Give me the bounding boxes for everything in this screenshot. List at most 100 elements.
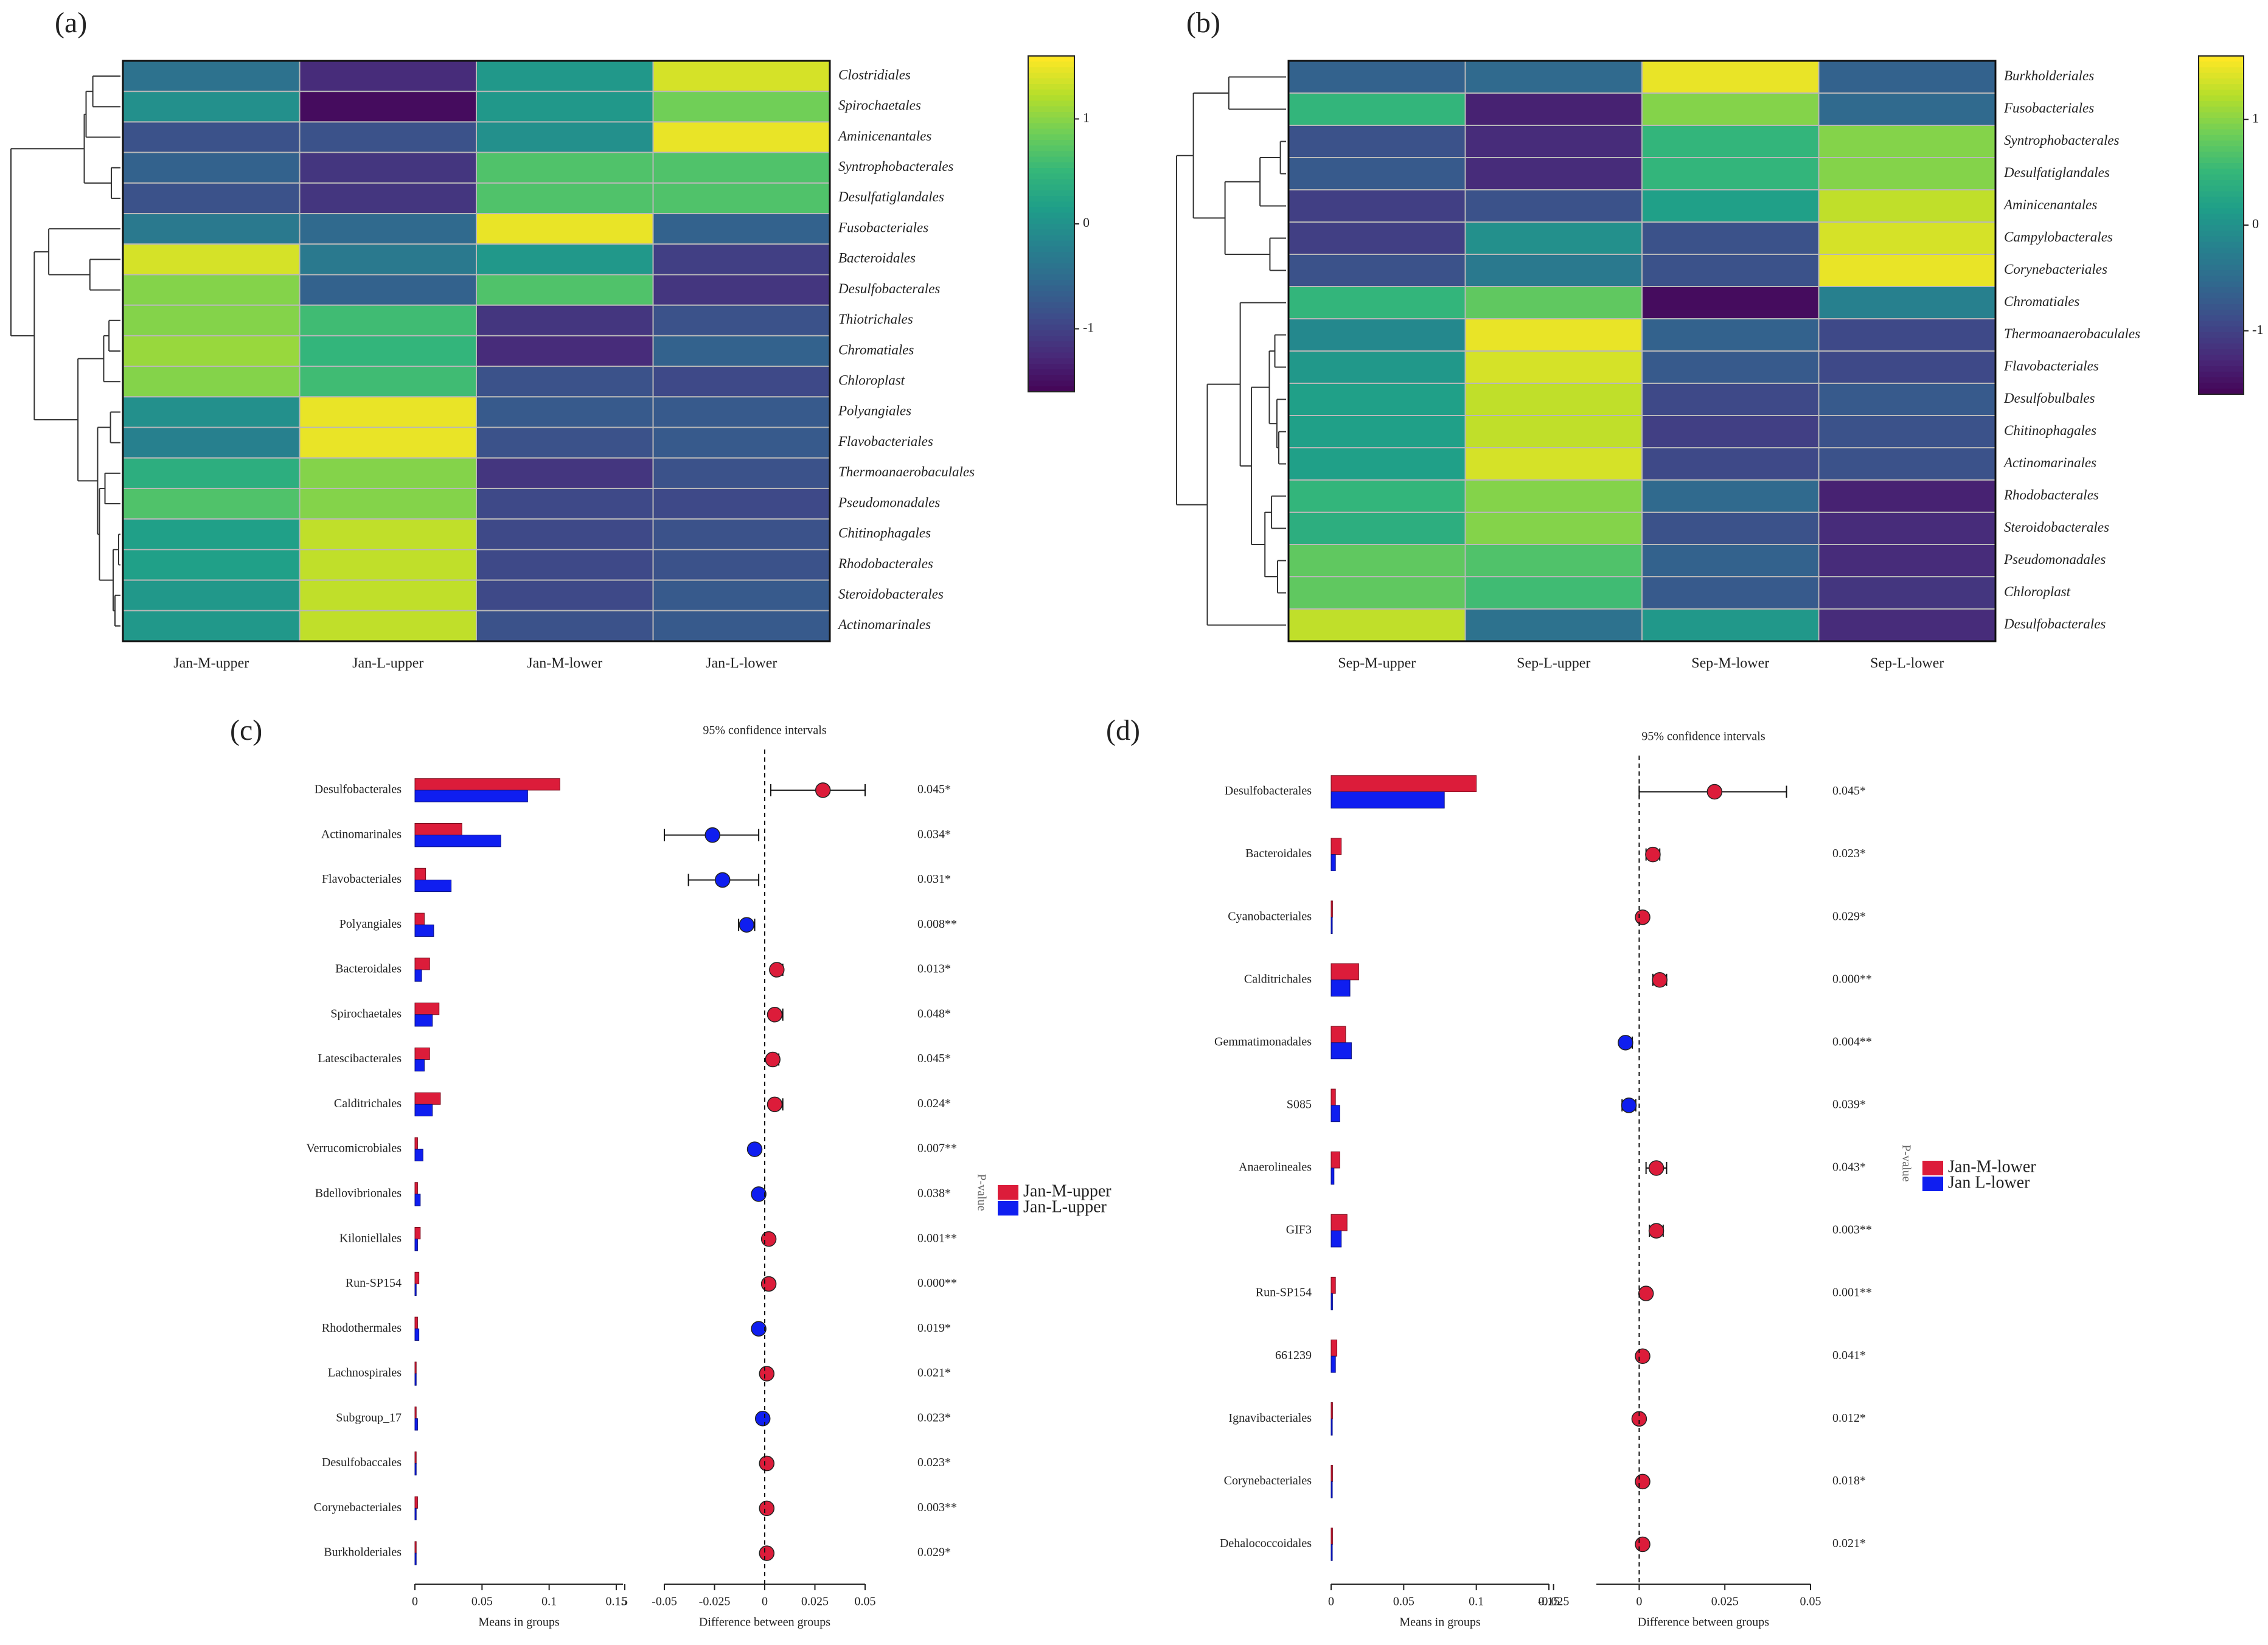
p-value-label: 0.045* <box>917 782 951 796</box>
colorbar-segment <box>1028 274 1074 280</box>
colorbar-segment <box>1028 218 1074 224</box>
colorbar-segment <box>2199 214 2244 220</box>
heatmap-cell <box>652 518 830 551</box>
bar-series-1 <box>414 1451 417 1464</box>
heatmap-cell <box>1641 286 1820 319</box>
heatmap-cell <box>1641 221 1820 255</box>
bar-series-2 <box>1331 791 1445 809</box>
heatmap-cell <box>1464 189 1643 223</box>
colorbar-segment <box>1028 235 1074 242</box>
heatmap-cell <box>1464 576 1643 610</box>
heatmap-cell <box>122 60 301 92</box>
difference-point <box>1652 972 1668 988</box>
heatmap-row-label: Rhodobacterales <box>2003 487 2099 503</box>
bar-series-1 <box>1331 1026 1346 1043</box>
bar-series-2 <box>414 1239 418 1251</box>
heatmap-cell <box>476 60 654 92</box>
colorbar-segment <box>2199 304 2244 310</box>
heatmap-row-label: Steroidobacterales <box>2004 520 2109 535</box>
difference-point <box>751 1321 767 1337</box>
p-value-label: 0.021* <box>1832 1537 1866 1550</box>
p-value-label: 0.029* <box>1832 909 1866 923</box>
heatmap-cell <box>1288 544 1466 577</box>
heatmap-cell <box>1818 350 1996 384</box>
heatmap-cell <box>299 579 477 611</box>
colorbar-segment <box>1028 173 1074 180</box>
colorbar-segment <box>2199 202 2244 209</box>
difference-point <box>1638 1285 1654 1301</box>
difference-point <box>760 1276 777 1292</box>
heatmap-cell <box>1464 60 1643 94</box>
colorbar-segment <box>2199 377 2244 384</box>
heatmap-cell <box>1818 221 1996 255</box>
diff-axis-tick-label: 0 <box>1636 1595 1642 1608</box>
heatmap-cell <box>122 151 301 184</box>
category-label: Corynebacteriales <box>314 1501 402 1514</box>
heatmap-row-label: Actinomarinales <box>837 617 931 632</box>
heatmap-row-label: Burkholderiales <box>2004 68 2094 83</box>
p-value-label: 0.008** <box>917 917 957 931</box>
colorbar-segment <box>1028 145 1074 152</box>
legend-swatch-2 <box>1922 1177 1943 1191</box>
p-value-label: 0.012* <box>1832 1411 1866 1425</box>
heatmap-cell <box>299 91 477 123</box>
heatmap-cell <box>122 487 301 520</box>
heatmap-cell <box>1641 318 1820 352</box>
heatmap-row-label: Chitinophagales <box>2004 423 2096 438</box>
colorbar-segment <box>1028 151 1074 158</box>
heatmap-cell <box>1818 189 1996 223</box>
difference-point <box>714 872 731 888</box>
colorbar-segment <box>2199 310 2244 316</box>
heatmap-cell <box>1288 286 1466 319</box>
difference-point <box>760 1231 777 1247</box>
heatmap-cell <box>1641 254 1820 287</box>
heatmap-row-label: Chloroplast <box>838 372 905 388</box>
colorbar-segment <box>1028 336 1074 343</box>
category-label: Spirochaetales <box>330 1007 402 1020</box>
p-value-label: 0.045* <box>1832 784 1866 798</box>
colorbar-segment <box>1028 140 1074 147</box>
difference-point <box>746 1141 763 1157</box>
colorbar-segment <box>2199 298 2244 305</box>
heatmap-cell <box>122 121 301 153</box>
colorbar-segment <box>2199 101 2244 108</box>
p-value-label: 0.045* <box>917 1052 951 1065</box>
colorbar-segment <box>2199 293 2244 299</box>
p-value-label: 0.000** <box>1832 972 1872 986</box>
colorbar-segment <box>2199 117 2244 125</box>
heatmap-row-label: Chitinophagales <box>838 526 931 541</box>
heatmap-cell <box>1464 254 1643 287</box>
heatmap-row-label: Desulfobacterales <box>2003 616 2106 631</box>
colorbar-segment <box>1028 229 1074 236</box>
colorbar-segment <box>1028 134 1074 141</box>
colorbar-segment <box>2199 196 2244 203</box>
colorbar-tick-label: -1 <box>1083 320 1094 335</box>
heatmap-cell <box>476 274 654 306</box>
difference-point <box>759 1500 775 1517</box>
colorbar-segment <box>2199 174 2244 181</box>
colorbar-segment <box>1028 324 1074 331</box>
bar-series-2 <box>1331 1167 1335 1185</box>
category-label: Ignavibacteriales <box>1228 1411 1312 1425</box>
heatmap-cell <box>1288 157 1466 190</box>
bar-series-2 <box>414 969 422 982</box>
category-label: Dehalococcoidales <box>1220 1537 1312 1550</box>
heatmap-cell <box>652 243 830 276</box>
heatmap-cell <box>122 182 301 215</box>
category-label: Desulfobaccales <box>322 1456 402 1469</box>
category-label: Run-SP154 <box>346 1276 402 1290</box>
colorbar-segment <box>1028 257 1074 264</box>
means-axis-tick-label: 0.05 <box>1393 1595 1414 1608</box>
heatmap-cell <box>1464 92 1643 126</box>
heatmap-cell <box>1288 512 1466 545</box>
category-label: Desulfobacterales <box>315 782 402 796</box>
bar-series-1 <box>414 1047 430 1060</box>
bar-series-2 <box>1331 1481 1333 1498</box>
legend-swatch-1 <box>1922 1161 1943 1175</box>
colorbar-segment <box>2199 141 2244 147</box>
colorbar-segment <box>2199 287 2244 294</box>
colorbar-segment <box>2199 186 2244 192</box>
p-value-label: 0.021* <box>917 1366 951 1380</box>
colorbar-segment <box>2199 388 2244 395</box>
bar-series-2 <box>1331 1355 1336 1373</box>
